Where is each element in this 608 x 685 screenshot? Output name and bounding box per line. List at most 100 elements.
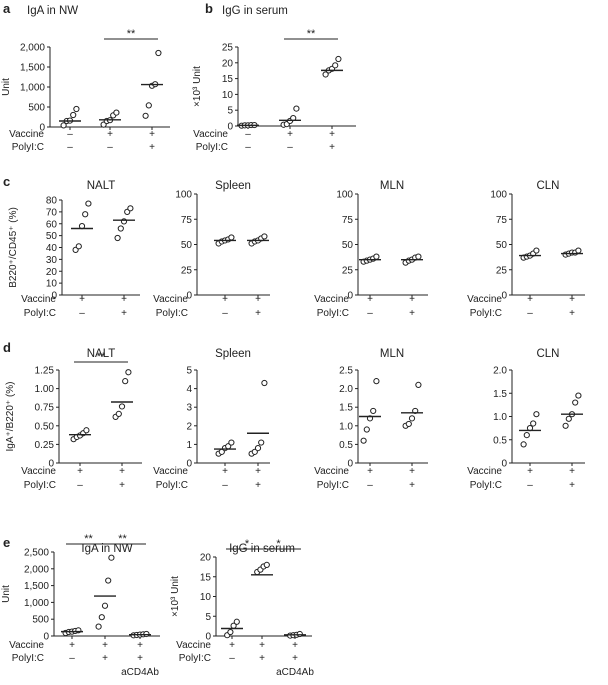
group-label: aCD4Ab [121,667,159,678]
y-tick-label: 0 [347,459,353,470]
y-tick-label: 50 [46,231,58,242]
y-tick-label: 0 [186,459,192,470]
chart-title: CLN [536,348,559,360]
row-label-polyi-c: PolyI:C [179,653,211,664]
data-point [117,225,124,232]
data-point [370,407,377,415]
row-label-polyi-c: PolyI:C [12,653,44,664]
data-point [293,105,300,112]
data-point [296,630,303,638]
y-tick-label: 25 [496,265,508,276]
y-tick-label: 500 [32,615,49,626]
data-point [415,381,422,388]
row-label-polyi-c: PolyI:C [470,480,502,491]
y-tick-label: 10 [46,279,58,290]
condition-mark: – [107,142,113,153]
condition-mark: + [259,640,265,651]
y-tick-label: 1.5 [339,403,353,414]
y-tick-label: 0.50 [35,421,55,432]
data-point [118,403,126,410]
y-tick-label: 0.25 [35,440,55,451]
y-tick-label: 1 [186,440,192,451]
y-tick-label: 5 [205,612,211,623]
data-point [233,618,240,625]
chart-title: CLN [536,180,559,192]
data-point [73,105,80,113]
row-label-vaccine: Vaccine [314,466,349,477]
chart-title: MLN [380,348,404,360]
y-tick-label: 2.5 [339,366,353,377]
condition-mark: + [102,640,108,651]
chart-panel-1-igg-in-serum: b IgG in serum 0 5 10 15 20 25 ×10³ Unit – – + – + + Va… [192,1,356,153]
y-axis-label: Unit [1,78,12,96]
condition-mark: – [79,308,85,319]
condition-mark: + [229,640,235,651]
data-point [82,211,89,218]
chart-title: NALT [87,348,116,360]
y-tick-label: 25 [181,265,193,276]
data-point [70,111,77,119]
y-tick-label: 1.0 [339,421,353,432]
chart-panel-6-nalt: d NALT 0 0.25 0.50 0.75 1.00 1.25 IgA⁺/B220⁺ (%)… [3,340,142,491]
row-label-vaccine: Vaccine [9,640,44,651]
condition-mark: + [409,480,415,491]
y-axis-label: Unit [1,585,12,603]
condition-mark: + [292,653,298,664]
row-label-vaccine: Vaccine [467,466,502,477]
data-point [562,422,569,429]
condition-mark: + [137,653,143,664]
y-tick-label: 50 [496,240,508,251]
y-tick-label: 20 [222,58,234,69]
y-tick-label: 20 [200,553,212,564]
data-point [114,234,121,242]
row-label-vaccine: Vaccine [21,294,56,305]
condition-mark: + [69,640,75,651]
data-point [263,561,270,569]
row-label-polyi-c: PolyI:C [317,308,349,319]
condition-mark: + [259,653,265,664]
y-tick-label: 500 [28,103,45,114]
condition-mark: + [149,129,155,140]
condition-mark: + [222,294,228,305]
row-label-polyi-c: PolyI:C [24,308,56,319]
data-point [530,420,537,427]
y-tick-label: 2 [186,421,192,432]
chart-title: MLN [380,180,404,192]
y-tick-label: 15 [200,572,212,583]
y-axis-label: B220⁺/CD45⁺ (%) [8,207,19,288]
y-tick-label: 0 [51,291,57,302]
condition-mark: + [79,294,85,305]
chart-title: IgG in serum [222,5,288,17]
y-tick-label: 25 [222,43,234,54]
data-point [335,55,342,63]
y-tick-label: 5 [227,106,233,117]
y-tick-label: 0 [501,459,507,470]
y-tick-label: 0 [39,123,45,134]
data-point [523,432,530,439]
condition-mark: + [569,294,575,305]
condition-mark: + [569,480,575,491]
condition-mark: + [137,640,143,651]
row-label-polyi-c: PolyI:C [317,480,349,491]
condition-mark: + [367,294,373,305]
condition-mark: + [409,294,415,305]
data-point [533,411,540,418]
condition-mark: + [149,142,155,153]
row-label-vaccine: Vaccine [153,294,188,305]
chart-panel-5-cln: CLN 0 25 50 75 100 + – + + Vaccine PolyI:C [467,180,585,319]
data-point [258,439,265,446]
y-tick-label: 15 [222,74,234,85]
chart-title: Spleen [215,180,251,192]
condition-mark: + [367,466,373,477]
significance-label: * [245,538,250,550]
y-tick-label: 100 [490,190,507,201]
chart-title: Spleen [215,348,251,360]
condition-mark: + [527,466,533,477]
data-point [142,112,149,119]
y-tick-label: 1.5 [493,389,507,400]
condition-mark: + [102,653,108,664]
data-point [101,602,109,609]
condition-mark: + [107,129,113,140]
panel-letter: a [3,1,11,16]
